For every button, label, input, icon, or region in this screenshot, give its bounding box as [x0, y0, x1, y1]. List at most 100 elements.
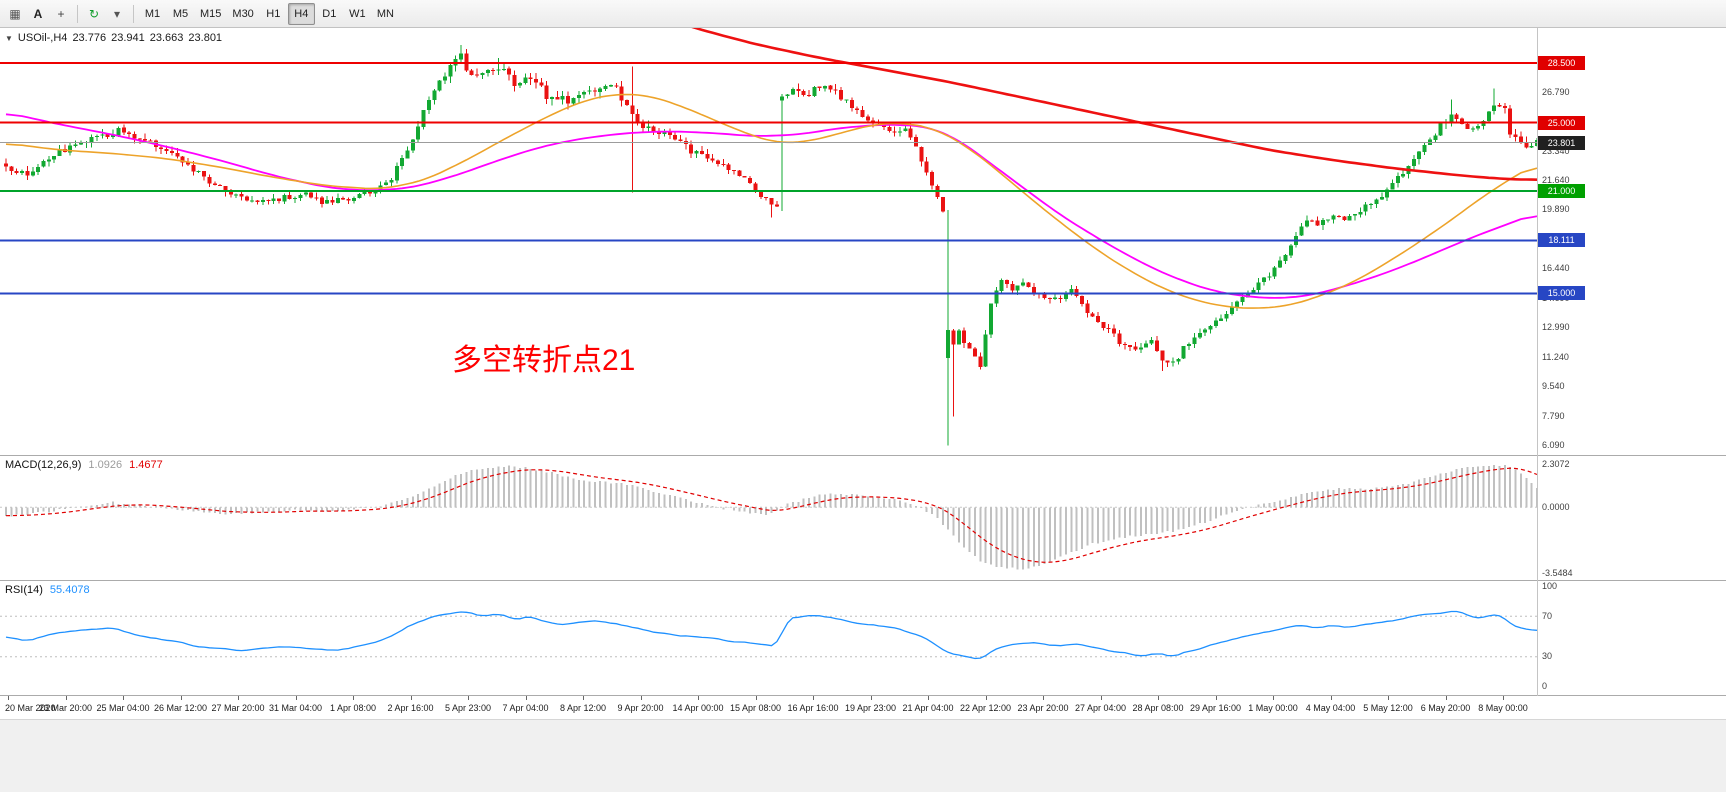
time-tick-label: 26 Mar 12:00 [153, 703, 208, 713]
time-tick [1330, 696, 1332, 700]
price-scale[interactable]: 26.79023.34021.64019.89016.44014.69012.9… [1538, 0, 1726, 792]
time-tick [985, 696, 987, 700]
time-tick-label: 9 Apr 20:00 [617, 703, 664, 713]
time-tick [65, 696, 67, 700]
text-label-tool-icon[interactable]: A [33, 6, 43, 21]
macd-histogram [5, 465, 1537, 570]
time-tick [1273, 696, 1274, 700]
candle-wicks [5, 45, 1537, 446]
time-tick-label: 22 Apr 12:00 [959, 703, 1012, 713]
dropdown-caret-icon[interactable]: ▾ [113, 6, 121, 21]
time-tick [353, 696, 354, 700]
time-tick-label: 15 Apr 08:00 [729, 703, 782, 713]
time-tick [928, 696, 929, 700]
timeframe-button-m1[interactable]: M1 [144, 7, 161, 20]
timeframe-button-h4[interactable]: H4 [287, 2, 315, 25]
time-tick [698, 696, 699, 700]
time-tick [870, 696, 872, 700]
time-tick-label: 27 Apr 04:00 [1074, 703, 1127, 713]
toolbar: ▦ A + ↻ ▾ M1 M5 M15 M30 H1 H4 D1 W1 MN [0, 0, 1726, 28]
timeframe-button-d1[interactable]: D1 [322, 7, 337, 20]
time-tick-label: 7 Apr 04:00 [502, 703, 549, 713]
timeframe-button-mn[interactable]: MN [376, 7, 394, 20]
time-axis[interactable]: 20 Mar 2020 23 Mar 20:00 25 Mar 04:00 26 Ma… [0, 696, 1726, 718]
time-tick [238, 696, 239, 700]
price-badge: 25.000 [1538, 115, 1585, 130]
price-badge: 28.500 [1538, 55, 1585, 70]
price-tick-label: 9.540 [1542, 381, 1565, 392]
time-tick-label: 20 Mar 2020 [5, 703, 56, 713]
price-tick-label: 21.640 [1542, 174, 1570, 185]
candlestick-chart[interactable] [0, 28, 1537, 455]
time-tick [1100, 696, 1102, 700]
time-tick-label: 21 Apr 04:00 [902, 703, 954, 713]
window-background [0, 719, 1726, 792]
price-tick-label: 12.990 [1542, 322, 1570, 333]
toolbar-separator [133, 4, 134, 23]
refresh-cycle-icon[interactable]: ↻ [88, 6, 100, 21]
time-tick-label: 4 May 04:00 [1305, 703, 1356, 713]
time-tick [1158, 696, 1159, 700]
price-badge: 18.111 [1538, 233, 1585, 248]
main-chart-pane[interactable]: ▼ USOil-,H4 23.776 23.941 23.663 23.801 … [0, 28, 1537, 455]
rsi-tick-label: 0 [1542, 681, 1548, 692]
price-badge: 15.000 [1538, 286, 1585, 301]
time-tick [1445, 696, 1447, 700]
time-tick [123, 696, 124, 700]
time-tick-label: 28 Apr 08:00 [1132, 703, 1184, 713]
rsi-pane[interactable]: RSI(14) 55.4078 [0, 581, 1537, 695]
time-tick-label: 19 Apr 23:00 [844, 703, 897, 713]
price-tick-label: 26.790 [1542, 86, 1570, 97]
time-tick [295, 696, 297, 700]
pane-separator[interactable] [0, 580, 1726, 581]
ma-fast-magenta [5, 113, 1537, 299]
time-tick-label: 6 May 20:00 [1420, 703, 1471, 713]
price-badge: 23.801 [1538, 136, 1585, 151]
price-tick-label: 19.890 [1542, 204, 1570, 215]
macd-indicator[interactable] [0, 456, 1537, 580]
chart-window-icon[interactable]: ▦ [9, 6, 21, 21]
time-tick-label: 31 Mar 04:00 [268, 703, 323, 713]
price-badge: 21.000 [1538, 183, 1585, 198]
chart-annotation-text[interactable]: 多空转折点21 [452, 344, 636, 377]
timeframe-button-m15[interactable]: M15 [200, 7, 222, 20]
moving-averages [5, 28, 1537, 309]
rsi-indicator[interactable] [0, 581, 1537, 695]
timeframe-button-m5[interactable]: M5 [172, 7, 189, 20]
time-tick-label: 8 May 00:00 [1478, 703, 1528, 713]
time-tick [640, 696, 642, 700]
time-tick-label: 25 Mar 04:00 [96, 703, 150, 713]
macd-tick-label: 0.0000 [1542, 501, 1570, 512]
price-tick-label: 7.790 [1542, 410, 1565, 421]
price-tick-label: 23.340 [1542, 145, 1570, 156]
macd-signal-line [5, 467, 1537, 563]
time-tick-label: 23 Apr 20:00 [1017, 703, 1069, 713]
time-tick-label: 2 Apr 16:00 [387, 703, 434, 713]
timeframe-button-m30[interactable]: M30 [232, 7, 254, 20]
price-tick-label: 6.090 [1542, 439, 1565, 450]
macd-tick-label: -3.5484 [1542, 567, 1573, 578]
time-tick [8, 696, 9, 700]
time-tick [813, 696, 814, 700]
price-tick-label: 16.440 [1542, 263, 1570, 274]
horizontal-level-lines [0, 62, 1537, 295]
time-tick [1503, 696, 1504, 700]
time-tick [180, 696, 182, 700]
rsi-line [5, 610, 1537, 660]
time-tick [1388, 696, 1389, 700]
rsi-tick-label: 30 [1542, 651, 1553, 662]
timeframe-button-w1[interactable]: W1 [349, 7, 366, 20]
ma-long-red [691, 28, 1537, 181]
time-tick [755, 696, 757, 700]
time-tick-label: 8 Apr 12:00 [559, 703, 607, 713]
timeframe-button-h1[interactable]: H1 [266, 7, 281, 20]
axis-separator [0, 695, 1726, 696]
pane-separator[interactable] [0, 455, 1726, 456]
crosshair-tool-icon[interactable]: + [57, 6, 65, 21]
macd-pane[interactable]: MACD(12,26,9) 1.0926 1.4677 [0, 456, 1537, 580]
time-tick-label: 5 May 12:00 [1363, 703, 1413, 713]
time-tick-label: 16 Apr 16:00 [787, 703, 839, 713]
time-tick [1215, 696, 1217, 700]
time-tick [525, 696, 527, 700]
